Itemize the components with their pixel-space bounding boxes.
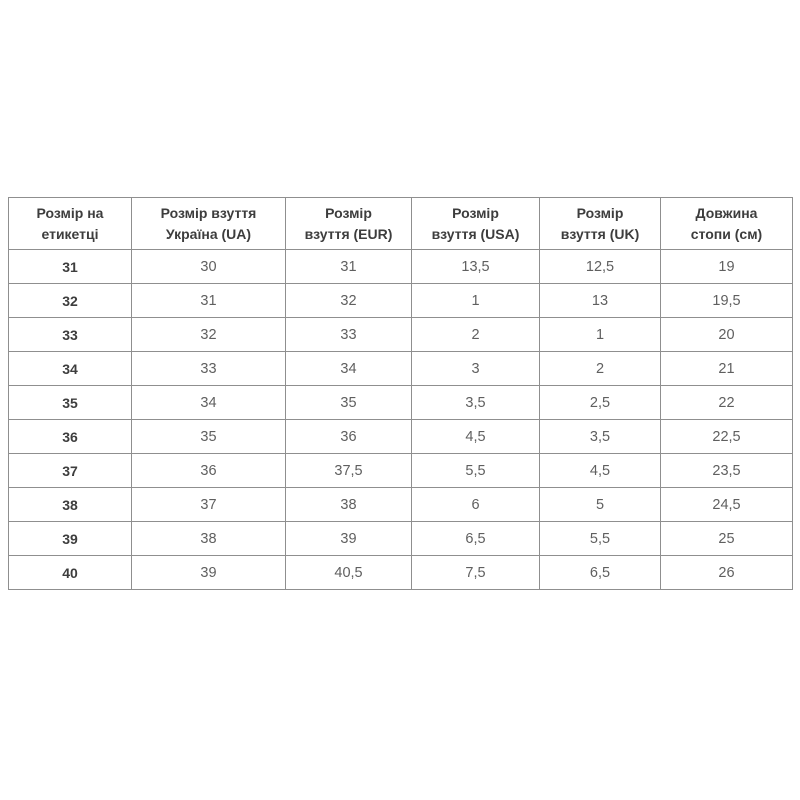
table-cell: 34 (285, 351, 412, 386)
column-header-uk-size: Розмір взуття (UK) (539, 197, 661, 250)
table-cell: 12,5 (539, 249, 661, 284)
row-label-cell: 39 (8, 521, 132, 556)
column-header-ua-size: Розмір взуття Україна (UA) (131, 197, 286, 250)
table-row: 38 37 38 6 5 24,5 (8, 487, 793, 522)
table-cell: 24,5 (660, 487, 793, 522)
table-cell: 33 (131, 351, 286, 386)
table-cell: 38 (131, 521, 286, 556)
table-cell: 4,5 (539, 453, 661, 488)
table-cell: 38 (285, 487, 412, 522)
shoe-size-conversion-table: Розмір на етикетці Розмір взуття Україна… (8, 197, 793, 590)
table-cell: 35 (285, 385, 412, 420)
table-cell: 7,5 (411, 555, 540, 590)
table-row: 39 38 39 6,5 5,5 25 (8, 521, 793, 556)
column-header-foot-length: Довжина стопи (см) (660, 197, 793, 250)
table-cell: 3,5 (539, 419, 661, 454)
table-row: 37 36 37,5 5,5 4,5 23,5 (8, 453, 793, 488)
table-cell: 34 (131, 385, 286, 420)
table-cell: 40,5 (285, 555, 412, 590)
table-cell: 6 (411, 487, 540, 522)
table-cell: 36 (131, 453, 286, 488)
table-body: 31 30 31 13,5 12,5 19 32 31 32 1 13 19,5 33 32 33 2 1 20 3… (8, 249, 793, 590)
table-cell: 1 (411, 283, 540, 318)
table-cell: 5 (539, 487, 661, 522)
table-cell: 32 (285, 283, 412, 318)
table-cell: 19 (660, 249, 793, 284)
column-header-eur-size: Розмір взуття (EUR) (285, 197, 412, 250)
table-row: 34 33 34 3 2 21 (8, 351, 793, 386)
table-row: 31 30 31 13,5 12,5 19 (8, 249, 793, 284)
row-label-cell: 40 (8, 555, 132, 590)
header-row: Розмір на етикетці Розмір взуття Україна… (8, 197, 793, 250)
table-cell: 23,5 (660, 453, 793, 488)
column-header-label-size: Розмір на етикетці (8, 197, 132, 250)
table-cell: 25 (660, 521, 793, 556)
table-cell: 37,5 (285, 453, 412, 488)
row-label-cell: 31 (8, 249, 132, 284)
table-cell: 30 (131, 249, 286, 284)
table-cell: 35 (131, 419, 286, 454)
table-cell: 22 (660, 385, 793, 420)
table-cell: 2 (411, 317, 540, 352)
table-cell: 33 (285, 317, 412, 352)
table-row: 36 35 36 4,5 3,5 22,5 (8, 419, 793, 454)
table-cell: 36 (285, 419, 412, 454)
table-cell: 20 (660, 317, 793, 352)
table-cell: 32 (131, 317, 286, 352)
table-cell: 6,5 (539, 555, 661, 590)
table-row: 32 31 32 1 13 19,5 (8, 283, 793, 318)
table-cell: 2,5 (539, 385, 661, 420)
row-label-cell: 38 (8, 487, 132, 522)
row-label-cell: 37 (8, 453, 132, 488)
table-row: 40 39 40,5 7,5 6,5 26 (8, 555, 793, 590)
table-cell: 2 (539, 351, 661, 386)
row-label-cell: 32 (8, 283, 132, 318)
table-cell: 3,5 (411, 385, 540, 420)
table-cell: 31 (285, 249, 412, 284)
table-cell: 4,5 (411, 419, 540, 454)
table-row: 35 34 35 3,5 2,5 22 (8, 385, 793, 420)
table-cell: 5,5 (411, 453, 540, 488)
table-cell: 37 (131, 487, 286, 522)
table-cell: 13 (539, 283, 661, 318)
table-cell: 21 (660, 351, 793, 386)
row-label-cell: 33 (8, 317, 132, 352)
table-cell: 39 (285, 521, 412, 556)
table-cell: 22,5 (660, 419, 793, 454)
table-cell: 5,5 (539, 521, 661, 556)
table-cell: 13,5 (411, 249, 540, 284)
table-row: 33 32 33 2 1 20 (8, 317, 793, 352)
column-header-usa-size: Розмір взуття (USA) (411, 197, 540, 250)
table-cell: 26 (660, 555, 793, 590)
table-cell: 19,5 (660, 283, 793, 318)
row-label-cell: 35 (8, 385, 132, 420)
table-cell: 31 (131, 283, 286, 318)
table-cell: 6,5 (411, 521, 540, 556)
row-label-cell: 34 (8, 351, 132, 386)
row-label-cell: 36 (8, 419, 132, 454)
table-cell: 39 (131, 555, 286, 590)
table-cell: 3 (411, 351, 540, 386)
table-cell: 1 (539, 317, 661, 352)
